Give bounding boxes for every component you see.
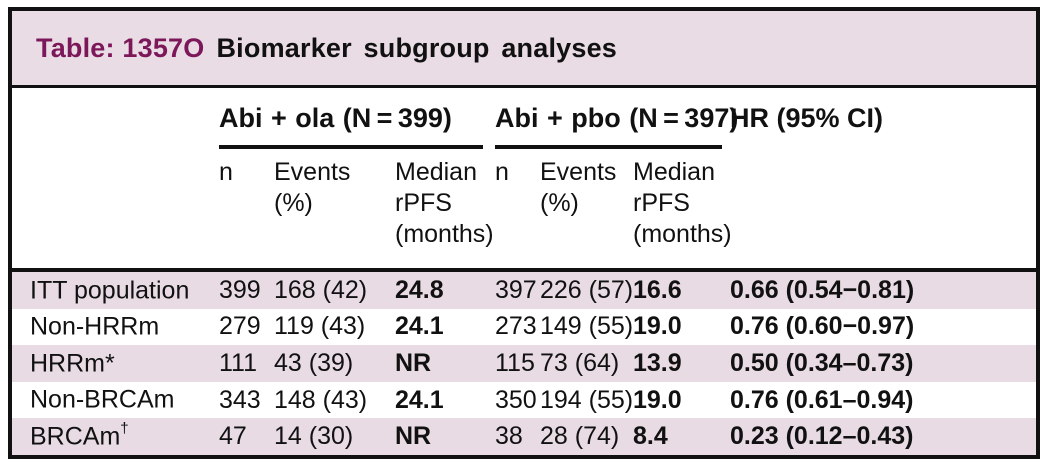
cell-g1-events: 148 (43) xyxy=(274,385,368,414)
cell-g2-median-rpfs: 19.0 xyxy=(633,385,682,414)
cell-g2-n: 115 xyxy=(495,348,535,377)
table-row: Non-HRRm 279 119 (43) 24.1 273 149 (55) … xyxy=(12,309,1036,346)
cell-hr-ci: 0.76 (0.61–0.94) xyxy=(730,385,914,414)
cell-g1-events: 168 (42) xyxy=(274,275,368,304)
cell-hr-ci: 0.76 (0.60−0.97) xyxy=(730,312,915,341)
column-header-hr-ci: HR (95% CI) xyxy=(730,103,884,133)
row-label-text: HRRm* xyxy=(30,349,115,378)
cell-g1-events: 119 (43) xyxy=(274,312,366,341)
table-row: BRCAm† 47 14 (30) NR 38 28 (74) 8.4 0.23… xyxy=(12,418,1036,455)
cell-g1-events: 43 (39) xyxy=(274,348,354,377)
column-group-abi-pbo: Abi + pbo (N = 397) xyxy=(495,101,738,149)
cell-g2-n: 38 xyxy=(495,422,523,451)
cell-g2-events: 194 (55) xyxy=(540,385,634,414)
cell-g1-events: 14 (30) xyxy=(274,422,354,451)
column-header-events: Events (%) xyxy=(540,158,617,217)
column-header-events: Events (%) xyxy=(274,158,351,217)
cell-g2-events: 149 (55) xyxy=(540,312,634,341)
row-label: HRRm* xyxy=(12,349,219,378)
row-label-text: ITT population xyxy=(30,275,190,304)
table-row: ITT population 399 168 (42) 24.8 397 226… xyxy=(12,272,1036,309)
row-label-text: Non-BRCAm xyxy=(30,385,175,414)
column-group-underline xyxy=(495,145,722,149)
column-group-abi-pbo-label: Abi + pbo (N = 397) xyxy=(495,103,739,133)
cell-hr-ci: 0.50 (0.34–0.73) xyxy=(730,348,914,377)
column-header-median-rpfs: Median rPFS (months) xyxy=(395,158,494,248)
cell-g2-events: 73 (64) xyxy=(540,348,620,377)
biomarker-table-card: Table: 1357O Biomarker subgroup analyses… xyxy=(8,7,1040,459)
table-row: Non-BRCAm 343 148 (43) 24.1 350 194 (55)… xyxy=(12,382,1036,419)
row-label-text: Non-HRRm xyxy=(30,312,160,341)
table-body: ITT population 399 168 (42) 24.8 397 226… xyxy=(12,272,1036,455)
cell-g2-median-rpfs: 16.6 xyxy=(633,275,682,304)
column-header-n: n xyxy=(495,158,509,186)
cell-hr-ci: 0.23 (0.12–0.43) xyxy=(730,422,914,451)
row-label: ITT population xyxy=(12,276,219,305)
cell-g2-median-rpfs: 13.9 xyxy=(633,348,682,377)
column-header-n: n xyxy=(219,158,233,186)
row-label: BRCAm† xyxy=(12,420,219,451)
cell-g1-n: 279 xyxy=(219,312,261,341)
table-id-label: Table: 1357O xyxy=(36,32,205,63)
table-title-bar: Table: 1357O Biomarker subgroup analyses xyxy=(12,11,1036,88)
row-label-text: BRCAm xyxy=(30,422,121,451)
column-header-median-rpfs: Median rPFS (months) xyxy=(633,158,732,248)
cell-g1-median-rpfs: 24.1 xyxy=(395,385,444,414)
cell-g2-median-rpfs: 8.4 xyxy=(633,422,668,451)
cell-hr-ci: 0.66 (0.54−0.81) xyxy=(730,275,915,304)
cell-g1-median-rpfs: 24.1 xyxy=(395,312,444,341)
cell-g1-median-rpfs: NR xyxy=(395,348,432,377)
cell-g2-median-rpfs: 19.0 xyxy=(633,312,682,341)
cell-g2-n: 350 xyxy=(495,385,537,414)
row-label: Non-HRRm xyxy=(12,312,219,341)
cell-g2-n: 273 xyxy=(495,312,537,341)
table-row: HRRm* 111 43 (39) NR 115 73 (64) 13.9 0.… xyxy=(12,345,1036,382)
cell-g2-events: 28 (74) xyxy=(540,422,620,451)
column-group-abi-ola: Abi + ola (N = 399) xyxy=(219,101,495,149)
column-group-abi-ola-label: Abi + ola (N = 399) xyxy=(219,103,452,133)
column-group-underline xyxy=(219,145,483,149)
row-label-superscript: † xyxy=(120,420,129,437)
row-label: Non-BRCAm xyxy=(12,385,219,414)
cell-g1-n: 47 xyxy=(219,422,247,451)
cell-g1-median-rpfs: NR xyxy=(395,422,432,451)
table-header: Abi + ola (N = 399) Abi + pbo (N = 397) … xyxy=(12,88,1036,272)
cell-g1-n: 399 xyxy=(219,275,261,304)
cell-g1-n: 343 xyxy=(219,385,261,414)
cell-g1-median-rpfs: 24.8 xyxy=(395,275,444,304)
cell-g2-events: 226 (57) xyxy=(540,275,634,304)
cell-g2-n: 397 xyxy=(495,275,537,304)
cell-g1-n: 111 xyxy=(219,348,258,377)
table-title-text: Biomarker subgroup analyses xyxy=(216,32,618,63)
